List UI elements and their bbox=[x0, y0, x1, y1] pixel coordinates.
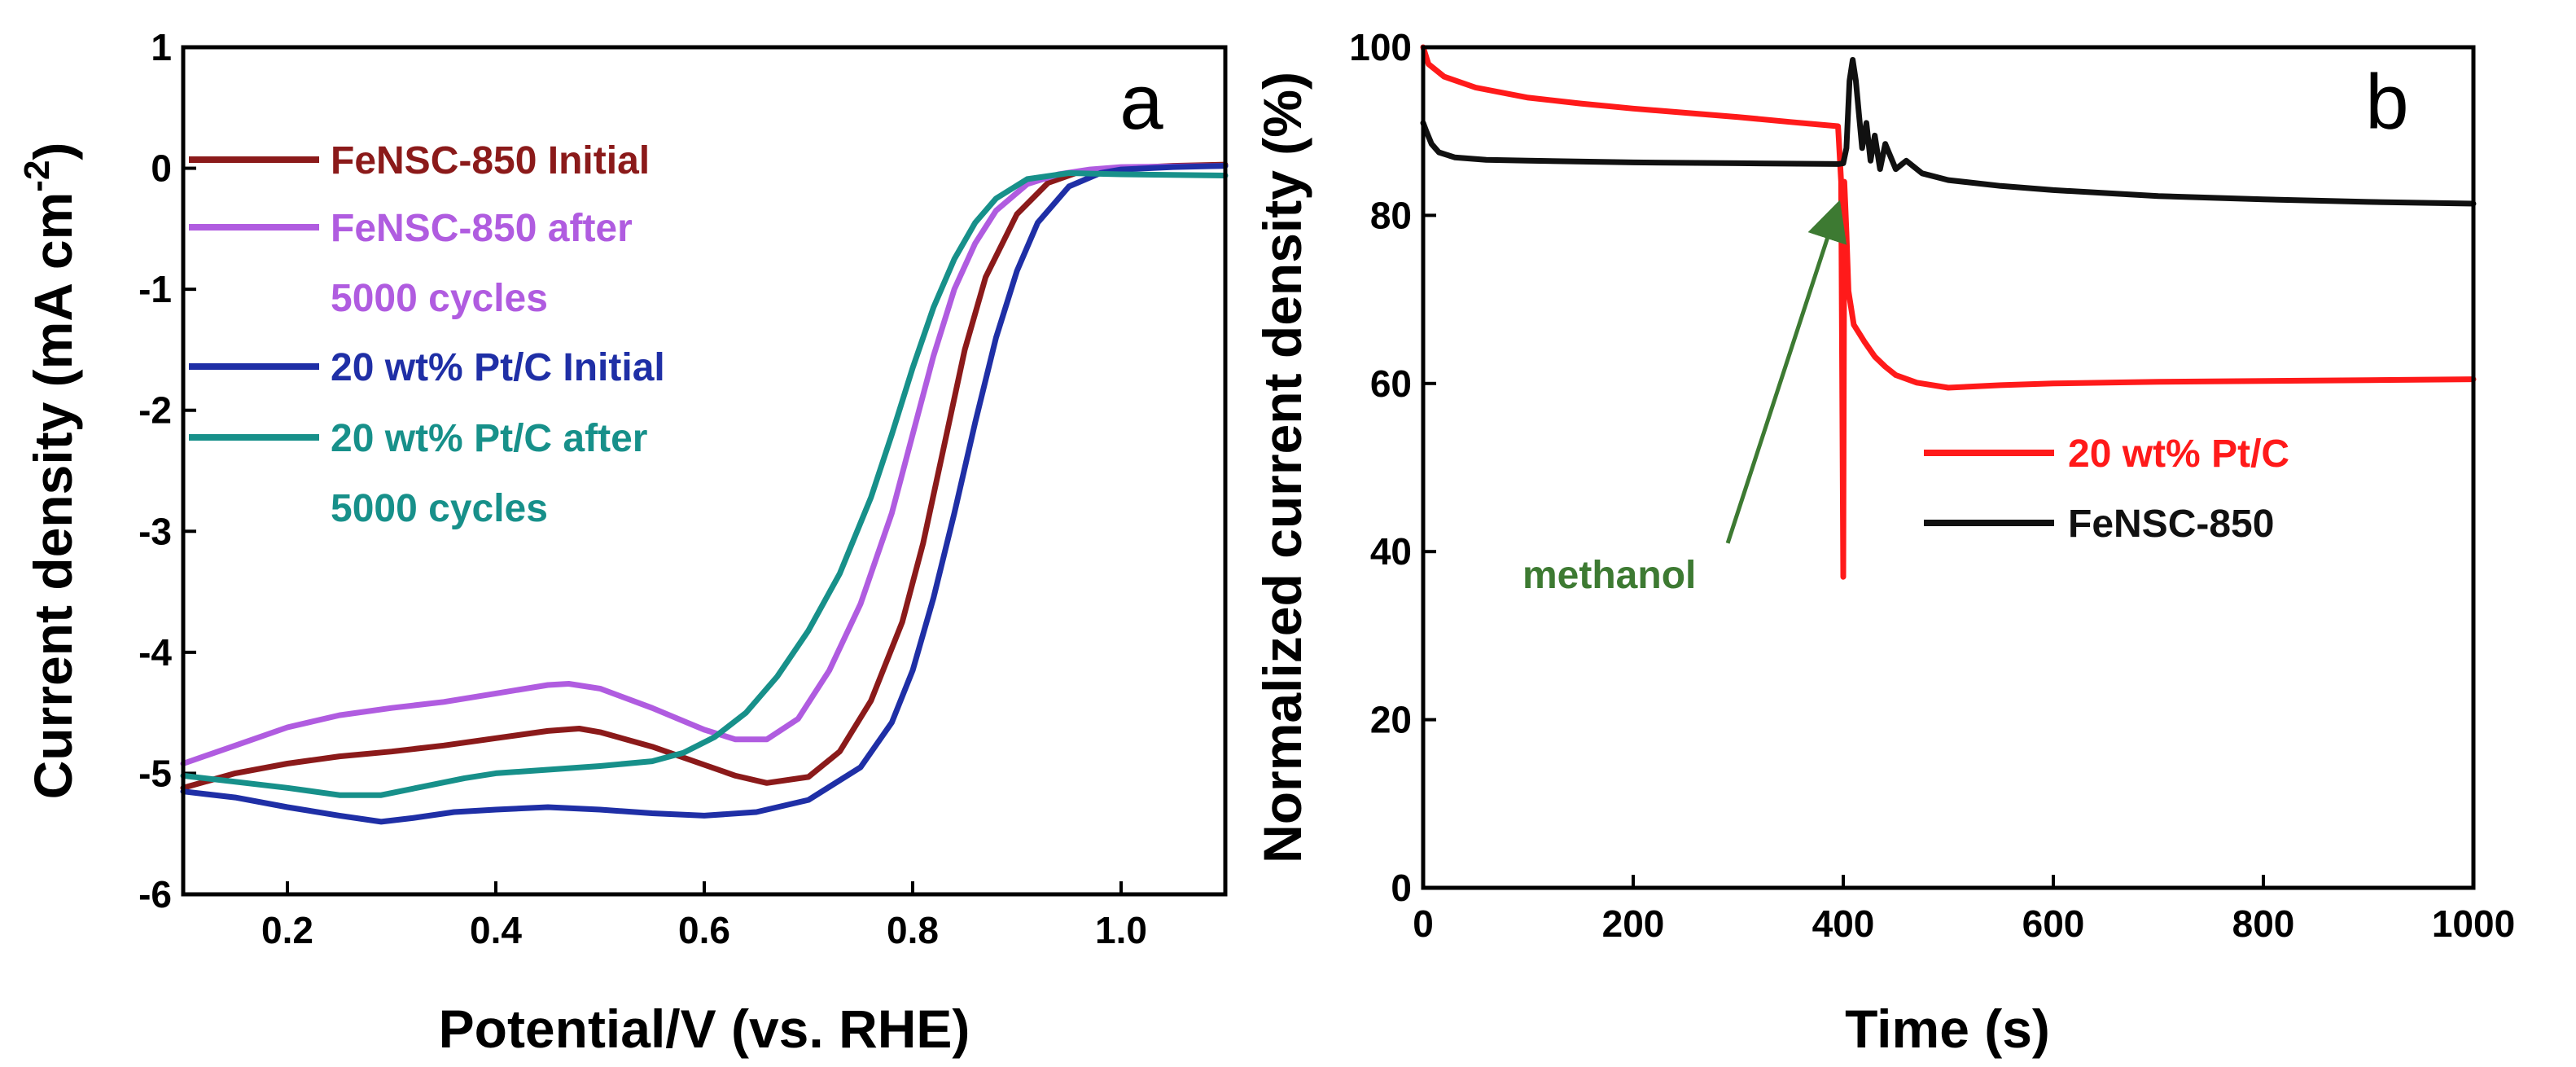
series-line-fensc-850-after-5000-cycles bbox=[180, 163, 1229, 766]
panel-a-y-tick-labels: 1 0 -1 -2 -3 -4 -5 -6 bbox=[138, 26, 172, 916]
series-line-20-wt-pt-c-after-5000-cycles bbox=[180, 170, 1229, 798]
panel-a-series bbox=[180, 161, 1229, 825]
y-tick-label: 0 bbox=[151, 147, 172, 190]
y-tick-label: -3 bbox=[138, 510, 172, 552]
y-tick-label: -6 bbox=[138, 873, 172, 916]
x-tick-label: 0 bbox=[1413, 902, 1434, 945]
panel-a-y-axis-title-exponent: -2 bbox=[17, 160, 57, 192]
methanol-label: methanol bbox=[1522, 554, 1696, 597]
legend-label-fensc-after-line2: 5000 cycles bbox=[331, 277, 548, 320]
x-tick-label: 0.4 bbox=[470, 909, 522, 951]
legend-label-fensc: FeNSC-850 bbox=[2068, 503, 2274, 546]
panel-a-plot-frame bbox=[181, 45, 1228, 897]
methanol-arrow bbox=[1725, 200, 1847, 544]
y-tick-label: -5 bbox=[138, 752, 172, 794]
panel-a-x-tick-labels: 0.2 0.4 0.6 0.8 1.0 bbox=[261, 909, 1147, 951]
y-tick-label: 80 bbox=[1370, 194, 1412, 236]
panel-b-x-tick-labels: 0 200 400 600 800 1000 bbox=[1413, 902, 2515, 945]
y-tick-label: 100 bbox=[1349, 26, 1412, 68]
legend-label-ptc-after-line2: 5000 cycles bbox=[331, 487, 548, 530]
chart-panel-b: 0 200 400 600 800 1000 0 20 40 60 80 100 b Time (s… bbox=[1252, 26, 2515, 1059]
x-tick-label: 200 bbox=[1602, 902, 1665, 945]
panel-b-ticks bbox=[1422, 46, 2475, 889]
y-tick-label: 1 bbox=[151, 26, 172, 68]
y-tick-label: -4 bbox=[138, 631, 172, 674]
y-tick-label: -1 bbox=[138, 268, 172, 310]
legend-label-fensc-after-line1: FeNSC-850 after bbox=[331, 207, 633, 250]
series-line-20-wt-pt-c bbox=[1420, 44, 2477, 580]
x-tick-label: 400 bbox=[1812, 902, 1875, 945]
panel-a-x-axis-title: Potential/V (vs. RHE) bbox=[439, 999, 970, 1059]
x-tick-label: 0.2 bbox=[261, 909, 313, 951]
panel-a-legend: FeNSC-850 Initial FeNSC-850 after 5000 c… bbox=[189, 139, 665, 530]
panel-b-y-axis-title: Normalized current density (%) bbox=[1252, 72, 1312, 863]
panel-b-legend: 20 wt% Pt/C FeNSC-850 bbox=[1924, 433, 2289, 546]
panel-a-y-axis-title: Current density (mA cm-2) bbox=[17, 143, 83, 800]
x-tick-label: 1.0 bbox=[1095, 909, 1147, 951]
series-line-fensc-850 bbox=[1420, 57, 2477, 207]
legend-label-ptc-after-line1: 20 wt% Pt/C after bbox=[331, 417, 647, 460]
legend-label-ptc: 20 wt% Pt/C bbox=[2068, 433, 2289, 476]
methanol-annotation: methanol bbox=[1522, 200, 1847, 597]
chart-panel-a: 0.2 0.4 0.6 0.8 1.0 1 0 -1 -2 -3 -4 -5 -6 a Potenti… bbox=[17, 26, 1229, 1059]
panel-b-x-axis-title: Time (s) bbox=[1845, 999, 2050, 1059]
x-tick-label: 0.8 bbox=[887, 909, 939, 951]
x-tick-label: 1000 bbox=[2432, 902, 2515, 945]
x-tick-label: 0.6 bbox=[678, 909, 730, 951]
y-tick-label: 40 bbox=[1370, 530, 1412, 573]
panel-a-y-axis-title-close: ) bbox=[23, 143, 83, 160]
y-tick-label: 20 bbox=[1370, 699, 1412, 741]
y-tick-label: -2 bbox=[138, 389, 172, 432]
panel-b-plot-frame bbox=[1421, 45, 2476, 890]
panel-a-y-axis-title-main: Current density (mA cm bbox=[23, 192, 83, 800]
legend-label-fensc-initial: FeNSC-850 Initial bbox=[331, 139, 650, 182]
y-tick-label: 0 bbox=[1391, 867, 1412, 909]
panel-b-y-tick-labels: 0 20 40 60 80 100 bbox=[1349, 26, 1412, 909]
panel-letter-a: a bbox=[1119, 59, 1163, 146]
panel-a-ticks bbox=[183, 46, 1123, 896]
legend-label-ptc-initial: 20 wt% Pt/C Initial bbox=[331, 346, 665, 389]
y-tick-label: 60 bbox=[1370, 362, 1412, 405]
panel-letter-b: b bbox=[2365, 59, 2408, 146]
series-line-fensc-850-initial bbox=[180, 161, 1229, 791]
series-line-20-wt-pt-c-initial bbox=[180, 163, 1229, 825]
panel-b-series bbox=[1420, 44, 2477, 580]
x-tick-label: 600 bbox=[2022, 902, 2085, 945]
x-tick-label: 800 bbox=[2232, 902, 2295, 945]
